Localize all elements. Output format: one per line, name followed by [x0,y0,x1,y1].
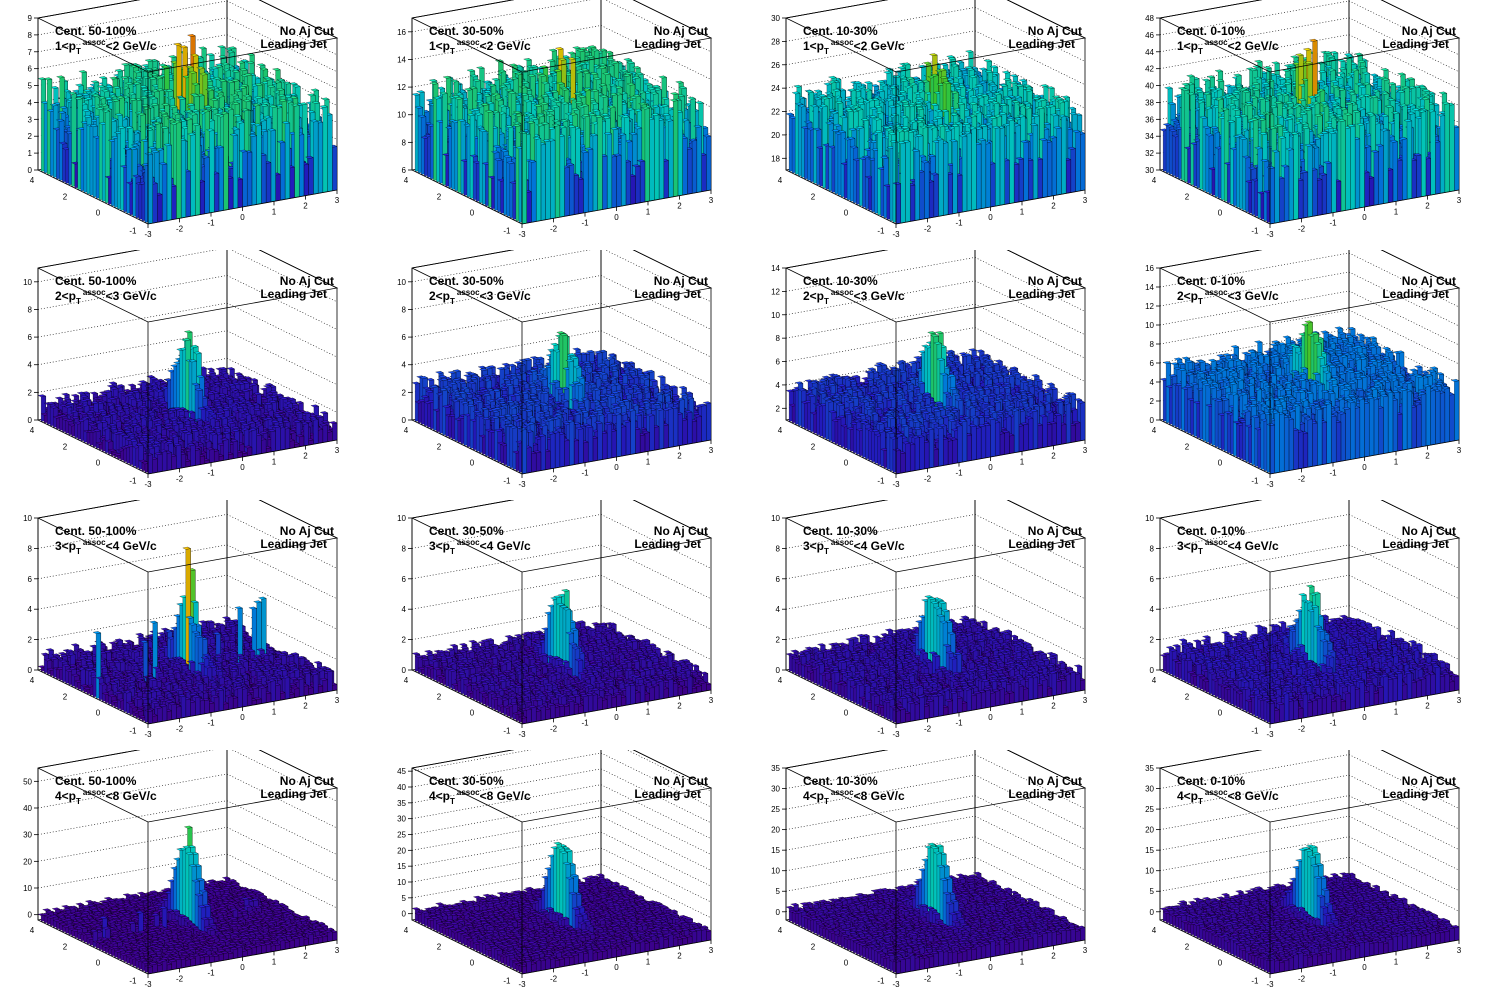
z-tick-label: 9 [28,14,33,23]
z-tick-label: 4 [28,98,33,107]
lego-bar [266,163,271,203]
lego-bar [153,183,158,223]
lego-bar [313,121,318,194]
lego-bar [233,135,238,209]
lego-bar [176,122,181,219]
x-tick-label: 0 [240,213,245,222]
lego-bar [332,147,337,191]
z-tick-label: 14 [397,55,406,64]
lego-bar [167,145,172,221]
x-tick-label: 1 [272,207,277,216]
lego-bar [224,113,229,210]
z-tick-label: 8 [402,138,407,147]
lego-bar [191,135,196,217]
x-tick-label: -2 [176,224,184,233]
lego-bar [214,173,219,212]
y-tick-label: 0 [96,208,101,217]
y-tick-label: 4 [30,176,35,185]
z-tick-label: 2 [28,132,33,141]
z-tick-label: 0 [28,166,33,175]
lego-bar [162,164,167,222]
lego-bar [276,174,281,201]
lego-bar [299,134,304,197]
lego-bars [412,46,711,225]
lego-bar [186,171,191,217]
lego-bar [172,186,177,220]
lego-bar [228,178,233,210]
lego-bar [200,182,205,215]
lego-bar [304,164,309,196]
y-tick-label: -1 [129,226,137,235]
z-tick-label: 16 [397,28,406,37]
lego-bar [148,154,153,224]
lego-bar [285,123,290,199]
centrality-label: Cent. 50-100% [55,25,136,38]
lego-bar [295,105,300,197]
z-tick-label: 6 [402,166,407,175]
lego-bar [290,167,295,198]
lego-bar [195,125,200,216]
lego-bar [238,179,243,208]
lego-bar [271,130,276,202]
lego-bar [257,125,262,204]
x-tick-label: -1 [207,219,215,228]
lego-bar [219,147,224,211]
x-tick-label: 3 [335,196,340,205]
lego-bar [157,195,162,223]
z-tick-label: 12 [397,83,406,92]
lego-bar [205,157,210,214]
pt-prefix: 1<p [55,39,76,53]
pt-range-label: 1<pTassoc<2 GeV/c [55,40,157,54]
lego-bar [328,115,333,192]
lego-panel: 6 8 10 12 14 16 -3 -2 -1 0 1 2 3 -1 0 2 4 Cent. 30-50% No … [374,0,748,250]
lego-panel: 0 1 2 3 4 5 6 7 8 9 -3 -2 -1 0 1 2 3 -1 0 2 4 Cent. 50-100% No… [0,0,374,250]
z-tick-label: 6 [28,65,33,74]
z-tick-label: 5 [28,82,33,91]
x-tick-label: 2 [303,202,308,211]
pt-subscript: T [76,47,81,56]
lego-bar [323,107,328,193]
lego-bar [318,122,323,193]
z-tick-label: 3 [28,115,33,124]
z-tick-label: 7 [28,48,33,57]
leading-jet-label: Leading Jet [260,38,327,51]
z-tick-label: 1 [28,149,33,158]
z-tick-label: 10 [397,111,406,120]
x-tick-label: -3 [144,230,152,239]
lego-bar [247,152,252,206]
lego-bar [181,140,186,218]
pt-superscript: assoc [83,38,106,47]
lego-bar [243,151,248,207]
pt-suffix: <2 GeV/c [106,39,157,53]
y-tick-label: 2 [63,192,68,201]
lego-bar [280,142,285,200]
lego-bar [309,158,314,196]
lego-bar [252,136,257,206]
z-tick-label: 8 [28,31,33,40]
lego-bar [261,155,266,204]
lego-bar [209,130,214,213]
lego-bars [38,34,337,224]
